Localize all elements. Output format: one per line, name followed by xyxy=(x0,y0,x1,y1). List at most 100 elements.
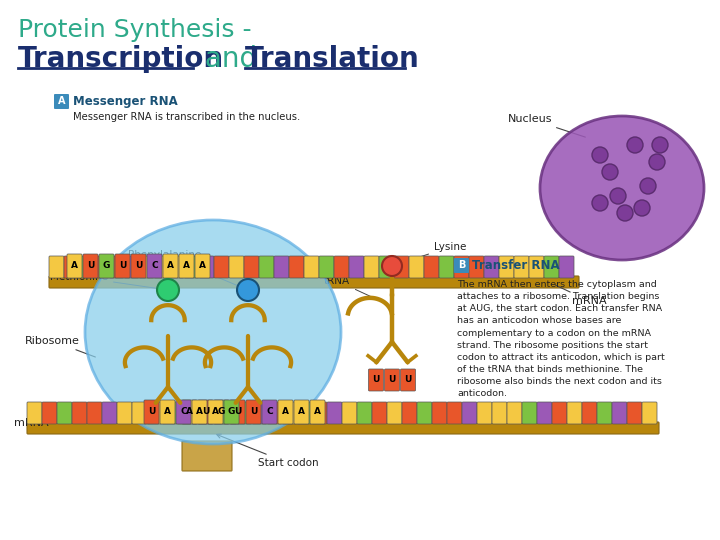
FancyBboxPatch shape xyxy=(507,402,522,424)
FancyBboxPatch shape xyxy=(544,256,559,278)
FancyBboxPatch shape xyxy=(597,402,612,424)
FancyBboxPatch shape xyxy=(384,369,400,391)
FancyBboxPatch shape xyxy=(312,402,327,424)
Text: G: G xyxy=(228,408,235,416)
FancyBboxPatch shape xyxy=(169,256,184,278)
Text: A: A xyxy=(199,261,206,271)
FancyBboxPatch shape xyxy=(67,254,82,278)
Text: Lysine: Lysine xyxy=(395,242,467,265)
FancyBboxPatch shape xyxy=(537,402,552,424)
FancyBboxPatch shape xyxy=(49,276,579,288)
FancyBboxPatch shape xyxy=(87,402,102,424)
FancyBboxPatch shape xyxy=(27,402,42,424)
Text: A: A xyxy=(164,408,171,416)
FancyBboxPatch shape xyxy=(369,369,384,391)
Text: A: A xyxy=(282,408,289,416)
FancyBboxPatch shape xyxy=(72,402,87,424)
Text: Transcription: Transcription xyxy=(18,45,224,73)
Text: tRNA: tRNA xyxy=(324,276,384,303)
FancyBboxPatch shape xyxy=(94,256,109,278)
FancyBboxPatch shape xyxy=(214,256,229,278)
Text: Translation: Translation xyxy=(245,45,420,73)
FancyBboxPatch shape xyxy=(115,254,130,278)
Text: Methionine: Methionine xyxy=(50,272,166,289)
FancyBboxPatch shape xyxy=(310,400,325,424)
FancyBboxPatch shape xyxy=(182,400,197,424)
Circle shape xyxy=(237,279,259,301)
FancyBboxPatch shape xyxy=(177,402,192,424)
FancyBboxPatch shape xyxy=(372,402,387,424)
Text: and: and xyxy=(196,45,266,73)
FancyBboxPatch shape xyxy=(492,402,507,424)
FancyBboxPatch shape xyxy=(147,402,162,424)
Ellipse shape xyxy=(540,116,704,260)
FancyBboxPatch shape xyxy=(222,402,237,424)
FancyBboxPatch shape xyxy=(224,400,239,424)
FancyBboxPatch shape xyxy=(154,256,169,278)
FancyBboxPatch shape xyxy=(402,402,417,424)
FancyBboxPatch shape xyxy=(179,254,194,278)
FancyBboxPatch shape xyxy=(79,256,94,278)
FancyBboxPatch shape xyxy=(83,254,98,278)
Circle shape xyxy=(602,164,618,180)
FancyBboxPatch shape xyxy=(582,402,597,424)
FancyBboxPatch shape xyxy=(627,402,642,424)
FancyBboxPatch shape xyxy=(642,402,657,424)
FancyBboxPatch shape xyxy=(102,402,117,424)
FancyBboxPatch shape xyxy=(304,256,319,278)
FancyBboxPatch shape xyxy=(529,256,544,278)
FancyBboxPatch shape xyxy=(417,402,432,424)
FancyBboxPatch shape xyxy=(182,441,232,471)
FancyBboxPatch shape xyxy=(447,402,462,424)
Text: Nucleus: Nucleus xyxy=(508,114,585,137)
FancyBboxPatch shape xyxy=(57,402,72,424)
FancyBboxPatch shape xyxy=(379,256,394,278)
Text: Messenger RNA is transcribed in the nucleus.: Messenger RNA is transcribed in the nucl… xyxy=(73,112,300,122)
FancyBboxPatch shape xyxy=(207,402,222,424)
Circle shape xyxy=(634,200,650,216)
FancyBboxPatch shape xyxy=(214,400,229,424)
FancyBboxPatch shape xyxy=(64,256,79,278)
Text: C: C xyxy=(180,408,186,416)
FancyBboxPatch shape xyxy=(484,256,499,278)
FancyBboxPatch shape xyxy=(327,402,342,424)
Text: The mRNA then enters the cytoplasm and
attaches to a ribosome. Translation begin: The mRNA then enters the cytoplasm and a… xyxy=(457,280,665,399)
Text: A: A xyxy=(167,261,174,271)
FancyBboxPatch shape xyxy=(147,254,162,278)
FancyBboxPatch shape xyxy=(252,402,267,424)
FancyBboxPatch shape xyxy=(342,402,357,424)
FancyBboxPatch shape xyxy=(514,256,529,278)
Text: U: U xyxy=(87,261,94,271)
FancyBboxPatch shape xyxy=(262,400,277,424)
Text: Ribosome: Ribosome xyxy=(25,336,95,357)
FancyBboxPatch shape xyxy=(124,256,139,278)
Text: A: A xyxy=(186,408,193,416)
FancyBboxPatch shape xyxy=(160,400,175,424)
FancyBboxPatch shape xyxy=(176,400,191,424)
Text: U: U xyxy=(372,375,379,384)
Circle shape xyxy=(592,195,608,211)
FancyBboxPatch shape xyxy=(394,256,409,278)
FancyBboxPatch shape xyxy=(192,400,207,424)
FancyBboxPatch shape xyxy=(462,402,477,424)
FancyBboxPatch shape xyxy=(192,402,207,424)
FancyBboxPatch shape xyxy=(439,256,454,278)
FancyBboxPatch shape xyxy=(559,256,574,278)
Text: G: G xyxy=(103,261,110,271)
FancyBboxPatch shape xyxy=(552,402,567,424)
FancyBboxPatch shape xyxy=(297,402,312,424)
FancyBboxPatch shape xyxy=(42,402,57,424)
FancyBboxPatch shape xyxy=(162,402,177,424)
Circle shape xyxy=(649,154,665,170)
FancyBboxPatch shape xyxy=(237,402,252,424)
FancyBboxPatch shape xyxy=(267,402,282,424)
FancyBboxPatch shape xyxy=(289,256,304,278)
FancyBboxPatch shape xyxy=(454,256,469,278)
Text: U: U xyxy=(148,408,156,416)
FancyBboxPatch shape xyxy=(334,256,349,278)
FancyBboxPatch shape xyxy=(454,258,469,273)
FancyBboxPatch shape xyxy=(522,402,537,424)
FancyBboxPatch shape xyxy=(244,256,259,278)
Text: A: A xyxy=(314,408,321,416)
FancyBboxPatch shape xyxy=(274,256,289,278)
